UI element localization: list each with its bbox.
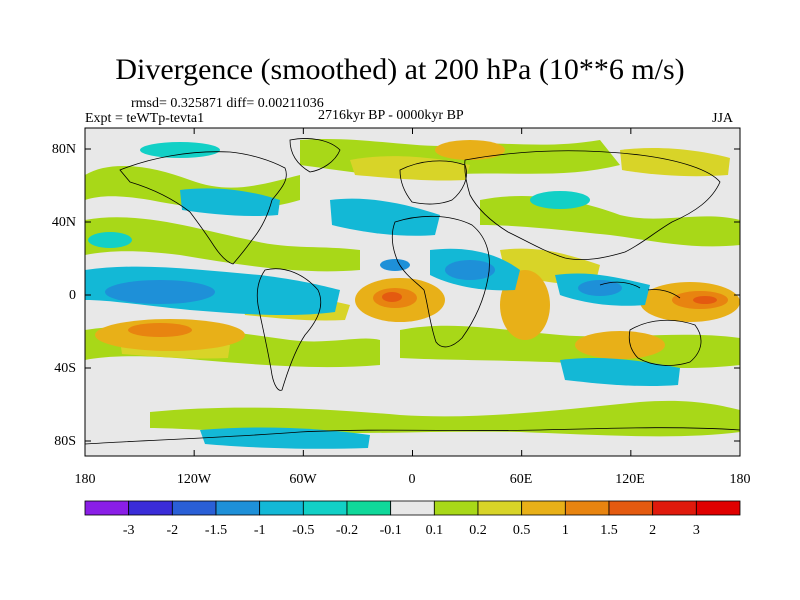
colorbar: -3 -2 -1.5 -1 -0.5 -0.2 -0.1 0.1 0.2 0.5 1 1.5 2 3 xyxy=(84,500,741,538)
field-region xyxy=(200,427,370,449)
field-region xyxy=(150,400,740,437)
coastline-europe xyxy=(399,160,467,205)
colorbar-swatch xyxy=(521,500,566,516)
colorbar-swatch xyxy=(433,500,479,516)
season-label: JJA xyxy=(712,111,734,126)
coastline-africa xyxy=(391,215,490,348)
colorbar-swatch xyxy=(84,500,130,516)
colorbar-label: -0.5 xyxy=(292,523,314,538)
y-tick-label: 40N xyxy=(52,215,76,230)
field-region xyxy=(105,280,215,304)
y-tick-label: 0 xyxy=(69,288,76,303)
colorbar-label: 0.2 xyxy=(469,523,487,538)
coastline-south-america xyxy=(256,268,322,391)
x-tick-label: 0 xyxy=(409,472,416,487)
field-region xyxy=(560,357,680,387)
field-region xyxy=(128,323,192,337)
x-tick-label: 120W xyxy=(177,472,212,487)
colorbar-label: 0.5 xyxy=(513,523,531,538)
field-region xyxy=(445,260,495,280)
field-layer xyxy=(85,138,740,449)
field-region xyxy=(435,140,505,160)
x-tick-label: 60E xyxy=(510,472,533,487)
field-region xyxy=(693,296,717,304)
field-region xyxy=(578,280,622,296)
colorbar-label: 1 xyxy=(562,523,569,538)
coastline-greenland xyxy=(289,138,341,173)
tick-marks xyxy=(84,128,741,456)
colorbar-swatch xyxy=(259,500,304,516)
y-axis-labels: 80N 40N 0 40S 80S xyxy=(52,142,76,449)
y-tick-label: 40S xyxy=(54,361,76,376)
colorbar-label: 0.1 xyxy=(426,523,444,538)
colorbar-label: -2 xyxy=(166,523,178,538)
colorbar-swatch xyxy=(695,500,741,516)
colorbar-swatch xyxy=(128,500,173,516)
colorbar-swatch xyxy=(608,500,654,516)
field-region xyxy=(85,217,360,272)
coastline-layer xyxy=(85,138,740,445)
colorbar-swatch xyxy=(652,500,697,516)
coastline-north-america xyxy=(119,151,287,265)
colorbar-label: -3 xyxy=(123,523,135,538)
map-title: Divergence (smoothed) at 200 hPa (10**6 … xyxy=(115,53,685,86)
field-region xyxy=(575,331,665,359)
stats-line: rmsd= 0.325871 diff= 0.00211036 xyxy=(131,96,324,111)
colorbar-swatch xyxy=(346,500,392,516)
colorbar-label: 1.5 xyxy=(600,523,618,538)
colorbar-label: -0.2 xyxy=(336,523,358,538)
colorbar-swatch xyxy=(564,500,610,516)
x-axis-labels: 180 120W 60W 0 60E 120E 180 xyxy=(75,472,751,487)
colorbar-label: -1.5 xyxy=(205,523,227,538)
x-tick-label: 120E xyxy=(615,472,645,487)
colorbar-label: 2 xyxy=(649,523,656,538)
field-region xyxy=(382,292,402,302)
colorbar-label: -0.1 xyxy=(380,523,402,538)
field-region xyxy=(480,195,740,247)
coastline-maritime xyxy=(599,281,681,299)
coastline-australia xyxy=(628,319,702,366)
colorbar-label: 3 xyxy=(693,523,700,538)
coastline-antarctica xyxy=(85,427,740,445)
field-region xyxy=(350,156,470,181)
field-region xyxy=(620,147,730,177)
colorbar-swatch xyxy=(215,500,261,516)
field-region xyxy=(140,142,220,158)
field-region xyxy=(330,198,440,236)
y-tick-label: 80N xyxy=(52,142,76,157)
y-tick-label: 80S xyxy=(54,434,76,449)
colorbar-swatch xyxy=(477,500,523,516)
x-tick-label: 180 xyxy=(75,472,96,487)
period-label: 2716kyr BP - 0000kyr BP xyxy=(318,108,464,123)
field-region xyxy=(530,191,590,209)
colorbar-swatch xyxy=(171,500,217,516)
field-region xyxy=(380,259,410,271)
field-region xyxy=(180,188,280,217)
colorbar-swatch xyxy=(390,500,435,516)
x-tick-label: 60W xyxy=(289,472,317,487)
colorbar-label: -1 xyxy=(254,523,266,538)
coastline-asia xyxy=(464,150,721,260)
field-region xyxy=(88,232,132,248)
colorbar-swatch xyxy=(302,500,348,516)
expt-label: Expt = teWTp-tevta1 xyxy=(85,111,205,126)
x-tick-label: 180 xyxy=(730,472,751,487)
